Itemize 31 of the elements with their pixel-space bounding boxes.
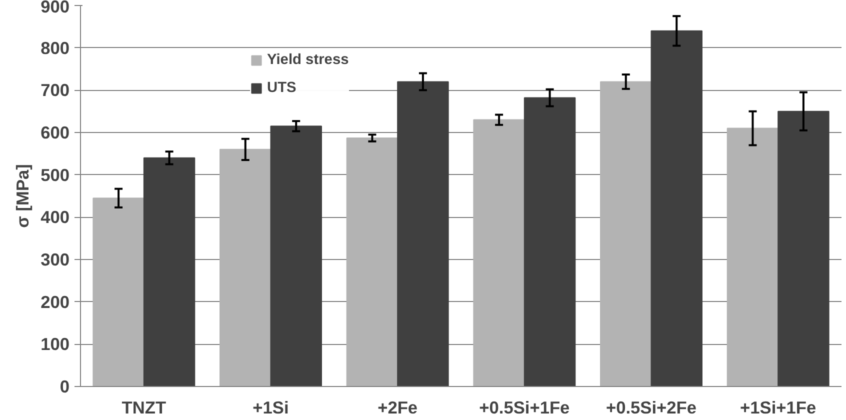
y-tick-label: 100: [40, 334, 70, 354]
bar: [726, 128, 779, 386]
y-tick-label: 900: [40, 0, 70, 16]
bar: [220, 148, 272, 386]
legend-label: Yield stress: [267, 52, 349, 68]
y-tick-label: 800: [40, 38, 70, 58]
bar: [346, 138, 398, 386]
bar: [92, 198, 144, 386]
bar: [650, 30, 702, 386]
y-tick-label: 400: [40, 207, 70, 228]
bar: [143, 157, 196, 386]
legend-label: UTS: [267, 80, 296, 96]
bar: [270, 126, 322, 386]
x-tick-label: +2Fe: [378, 398, 418, 418]
x-tick-label: +0.5Si+2Fe: [606, 398, 697, 418]
y-tick-label: 300: [40, 250, 70, 270]
bar: [778, 110, 830, 386]
x-tick-label: +1Si: [252, 398, 289, 418]
bar: [473, 119, 525, 386]
bar: [397, 81, 449, 386]
bar: [524, 97, 576, 386]
y-tick-label: 200: [40, 292, 70, 312]
y-tick-label: 700: [40, 80, 70, 100]
y-tick-label: 0: [60, 376, 70, 396]
x-tick-label: +0.5Si+1Fe: [479, 398, 570, 418]
x-tick-label: +1Si+1Fe: [740, 398, 816, 418]
x-tick-label: TNZT: [122, 398, 166, 418]
y-tick-label: 500: [40, 164, 70, 185]
bar: [600, 81, 652, 386]
y-tick-label: 600: [40, 122, 70, 142]
y-axis-title: σ [MPa]: [12, 164, 33, 228]
